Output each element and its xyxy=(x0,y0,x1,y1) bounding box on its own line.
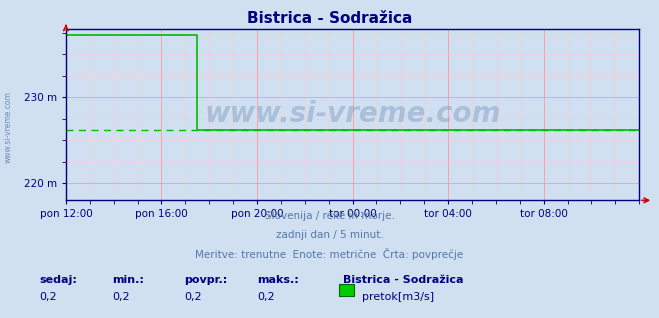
Text: min.:: min.: xyxy=(112,275,144,285)
Text: 0,2: 0,2 xyxy=(257,292,275,301)
Text: Slovenija / reke in morje.: Slovenija / reke in morje. xyxy=(264,211,395,221)
Text: 0,2: 0,2 xyxy=(112,292,130,301)
Text: pretok[m3/s]: pretok[m3/s] xyxy=(362,292,434,301)
Text: www.si-vreme.com: www.si-vreme.com xyxy=(3,91,13,163)
Text: Bistrica - Sodražica: Bistrica - Sodražica xyxy=(343,275,463,285)
Text: Meritve: trenutne  Enote: metrične  Črta: povprečje: Meritve: trenutne Enote: metrične Črta: … xyxy=(195,248,464,260)
Text: maks.:: maks.: xyxy=(257,275,299,285)
Text: Bistrica - Sodražica: Bistrica - Sodražica xyxy=(247,11,412,26)
Text: 0,2: 0,2 xyxy=(185,292,202,301)
Text: www.si-vreme.com: www.si-vreme.com xyxy=(204,100,501,128)
Text: zadnji dan / 5 minut.: zadnji dan / 5 minut. xyxy=(275,230,384,240)
Text: sedaj:: sedaj: xyxy=(40,275,77,285)
Text: 0,2: 0,2 xyxy=(40,292,57,301)
Text: povpr.:: povpr.: xyxy=(185,275,228,285)
